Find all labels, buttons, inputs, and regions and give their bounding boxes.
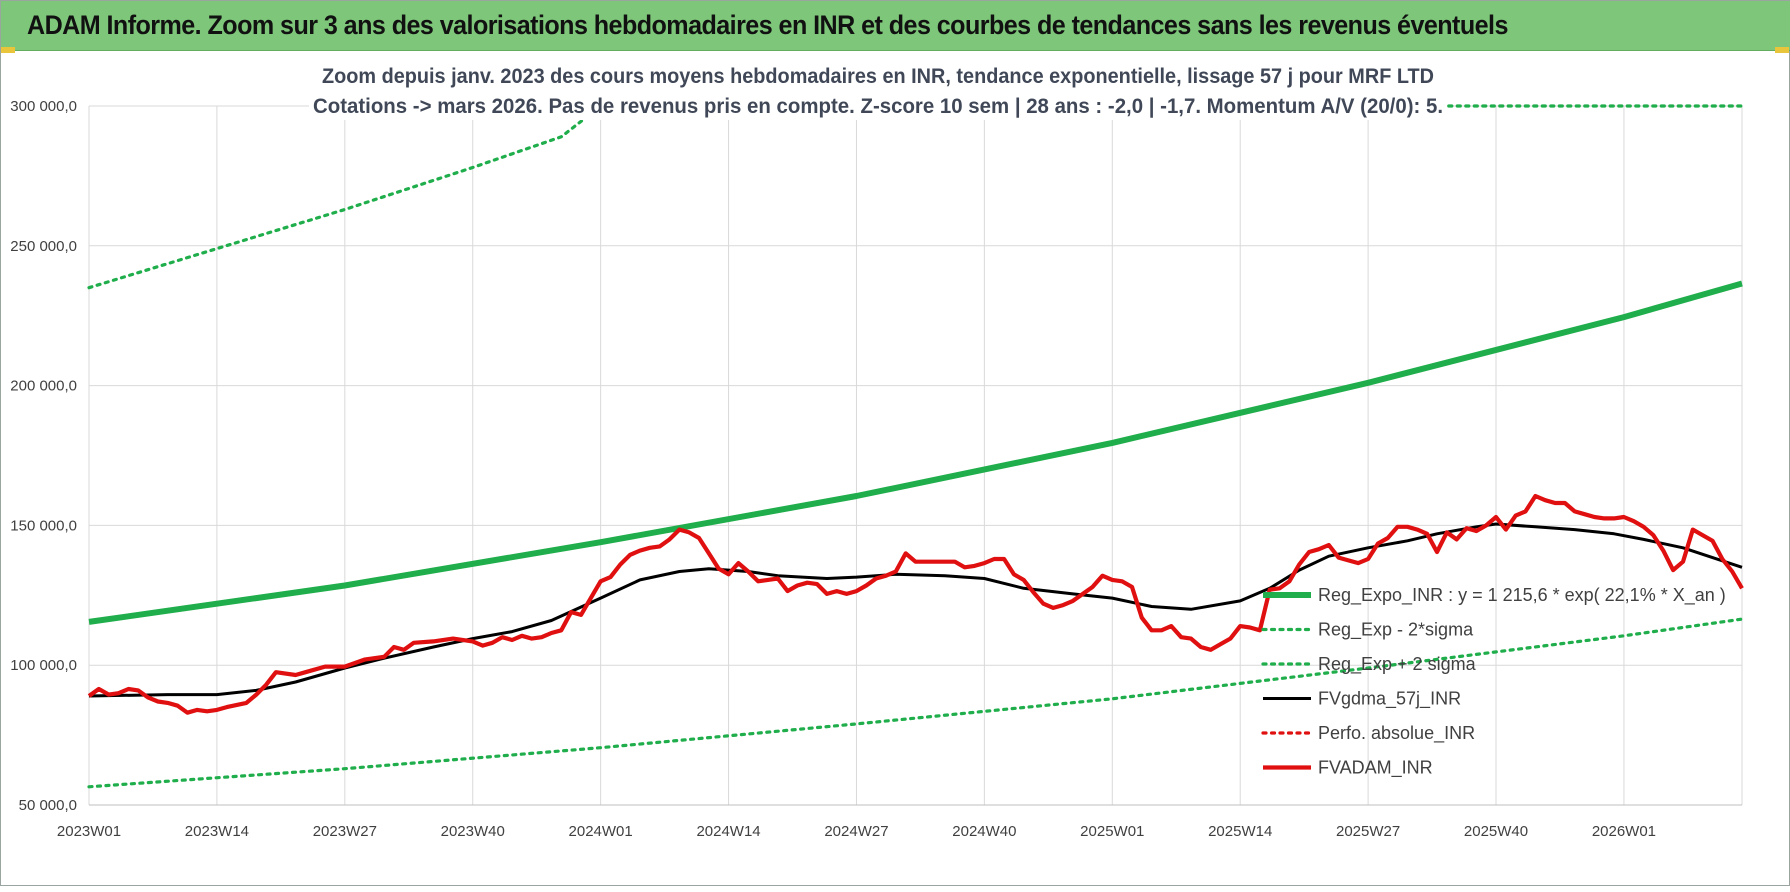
corner-marker [1, 47, 15, 53]
x-tick-label: 2023W40 [441, 823, 505, 840]
chart-area: 50 000,0 100 000,0 150 000,0 200 000,0 250 0… [1, 51, 1790, 887]
chart-title: Zoom depuis janv. 2023 des cours moyens … [309, 63, 1447, 120]
y-tick-label: 300 000,0 [10, 98, 77, 115]
y-tick-label: 200 000,0 [10, 378, 77, 395]
report-banner: ADAM Informe. Zoom sur 3 ans des valoris… [1, 1, 1790, 51]
legend-label: FVADAM_INR [1318, 758, 1433, 779]
series-line-reg-exp [87, 104, 1744, 290]
chart-title-background [309, 93, 1447, 120]
x-tick-label: 2023W01 [57, 823, 121, 840]
x-tick-label: 2024W27 [824, 823, 888, 840]
x-tick-label: 2025W01 [1080, 823, 1144, 840]
chart-title-line: Cotations -> mars 2026. Pas de revenus p… [313, 95, 1443, 118]
legend-label: Reg_Exp + 2 sigma [1318, 654, 1477, 675]
x-tick-label: 2025W40 [1464, 823, 1528, 840]
x-tick-label: 2024W14 [696, 823, 760, 840]
report-title: ADAM Informe. Zoom sur 3 ans des valoris… [27, 10, 1508, 40]
x-tick-label: 2023W27 [313, 823, 377, 840]
chart-title-line: Zoom depuis janv. 2023 des cours moyens … [322, 65, 1434, 88]
legend: Reg_Expo_INR : y = 1 215,6 * exp( 22,1% … [1261, 585, 1726, 779]
series-line-fvgdma-57j-inr [88, 522, 1743, 698]
x-tick-label: 2023W14 [185, 823, 249, 840]
series-line-fvadam-inr [87, 493, 1744, 715]
x-tick-label: 2025W27 [1336, 823, 1400, 840]
y-tick-label: 100 000,0 [10, 657, 77, 674]
legend-label: Perfo. absolue_INR [1318, 723, 1475, 744]
x-tick-label: 2026W01 [1592, 823, 1656, 840]
legend-label: FVgdma_57j_INR [1318, 689, 1461, 710]
x-tick-label: 2024W01 [569, 823, 633, 840]
series-line-reg-expo-inr [88, 280, 1743, 625]
x-tick-label: 2024W40 [952, 823, 1016, 840]
legend-label: Reg_Expo_INR : y = 1 215,6 * exp( 22,1% … [1318, 585, 1726, 606]
corner-marker [1775, 47, 1789, 53]
y-tick-label: 50 000,0 [19, 797, 77, 814]
chart-title-background [318, 63, 1438, 90]
legend-label: Reg_Exp - 2*sigma [1318, 620, 1474, 641]
series-line-reg-exp [87, 617, 1744, 789]
y-tick-label: 150 000,0 [10, 517, 77, 534]
line-chart: 50 000,0 100 000,0 150 000,0 200 000,0 250 0… [10, 63, 1744, 840]
x-tick-label: 2025W14 [1208, 823, 1272, 840]
y-tick-label: 250 000,0 [10, 238, 77, 255]
